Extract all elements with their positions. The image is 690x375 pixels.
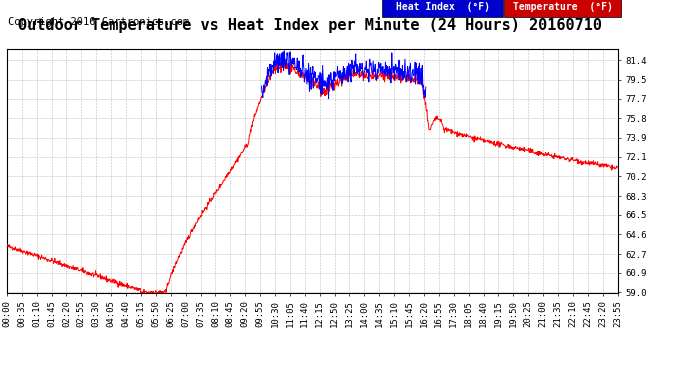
Text: Copyright 2016 Cartronics.com: Copyright 2016 Cartronics.com [8,17,189,27]
Text: Outdoor Temperature vs Heat Index per Minute (24 Hours) 20160710: Outdoor Temperature vs Heat Index per Mi… [19,17,602,33]
Text: Temperature  (°F): Temperature (°F) [513,2,613,12]
Text: Heat Index  (°F): Heat Index (°F) [396,2,490,12]
